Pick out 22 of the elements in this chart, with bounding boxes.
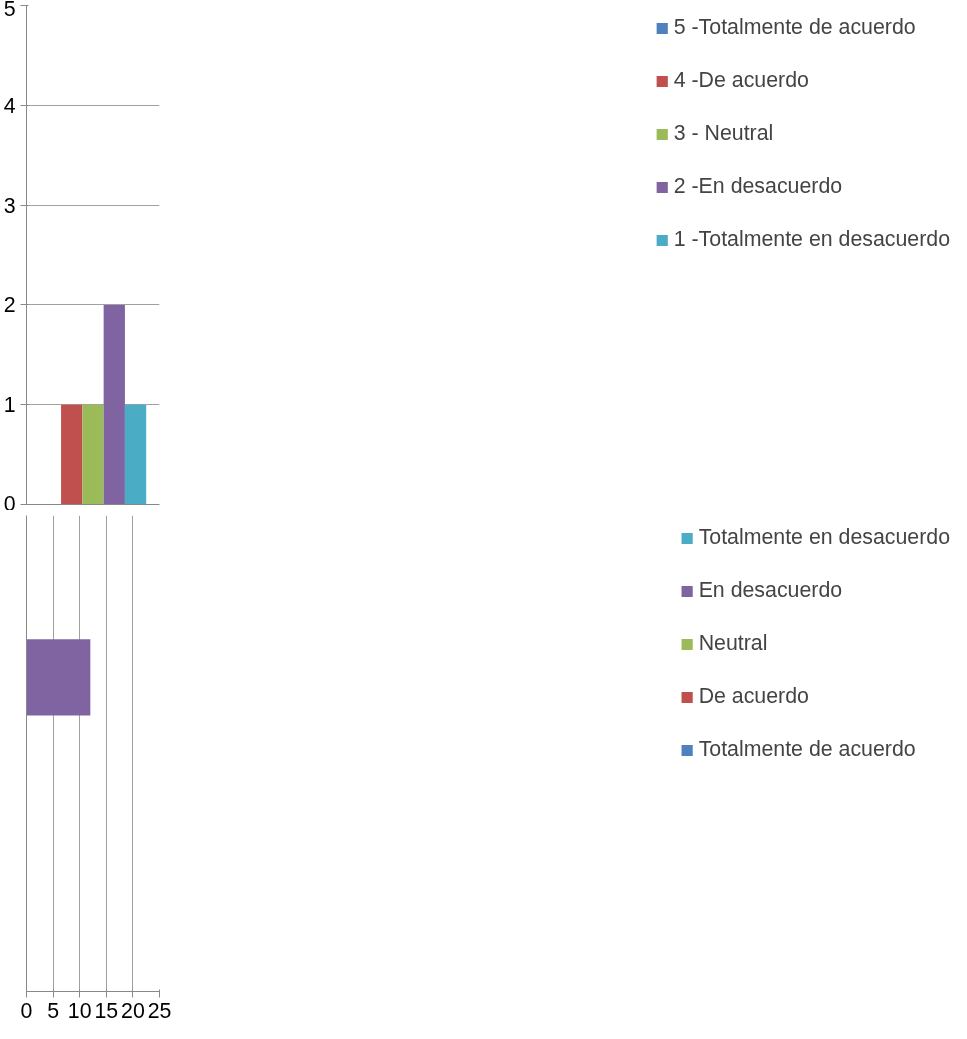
x-tick-label: 0 [20, 998, 33, 1023]
y-tick-label: 5 [3, 0, 16, 21]
legend-label: 3 - Neutral [673, 121, 774, 146]
y-tick-label: 0 [3, 491, 16, 516]
legend-label: 1 -Totalmente en desacuerdo [673, 227, 950, 252]
x-tick-label: 20 [121, 998, 145, 1023]
legend-label: Neutral [698, 631, 768, 656]
x-tick-label: 25 [147, 998, 172, 1023]
x-tick-label: 10 [67, 998, 92, 1023]
x-tick-label: 15 [94, 998, 119, 1023]
legend-label: Totalmente en desacuerdo [698, 525, 950, 550]
x-tick-label: 5 [47, 998, 60, 1023]
legend-label: 5 -Totalmente de acuerdo [673, 15, 916, 40]
legend-label: 4 -De acuerdo [673, 68, 809, 93]
legend-label: En desacuerdo [698, 578, 843, 603]
y-tick-label: 3 [3, 193, 16, 218]
y-tick-label: 2 [3, 293, 16, 318]
legend-label: Totalmente de acuerdo [698, 737, 916, 762]
legend-label: 2 -En desacuerdo [673, 174, 843, 199]
y-tick-label: 1 [3, 393, 16, 418]
legend-label: De acuerdo [698, 684, 809, 709]
y-tick-label: 4 [3, 93, 16, 118]
